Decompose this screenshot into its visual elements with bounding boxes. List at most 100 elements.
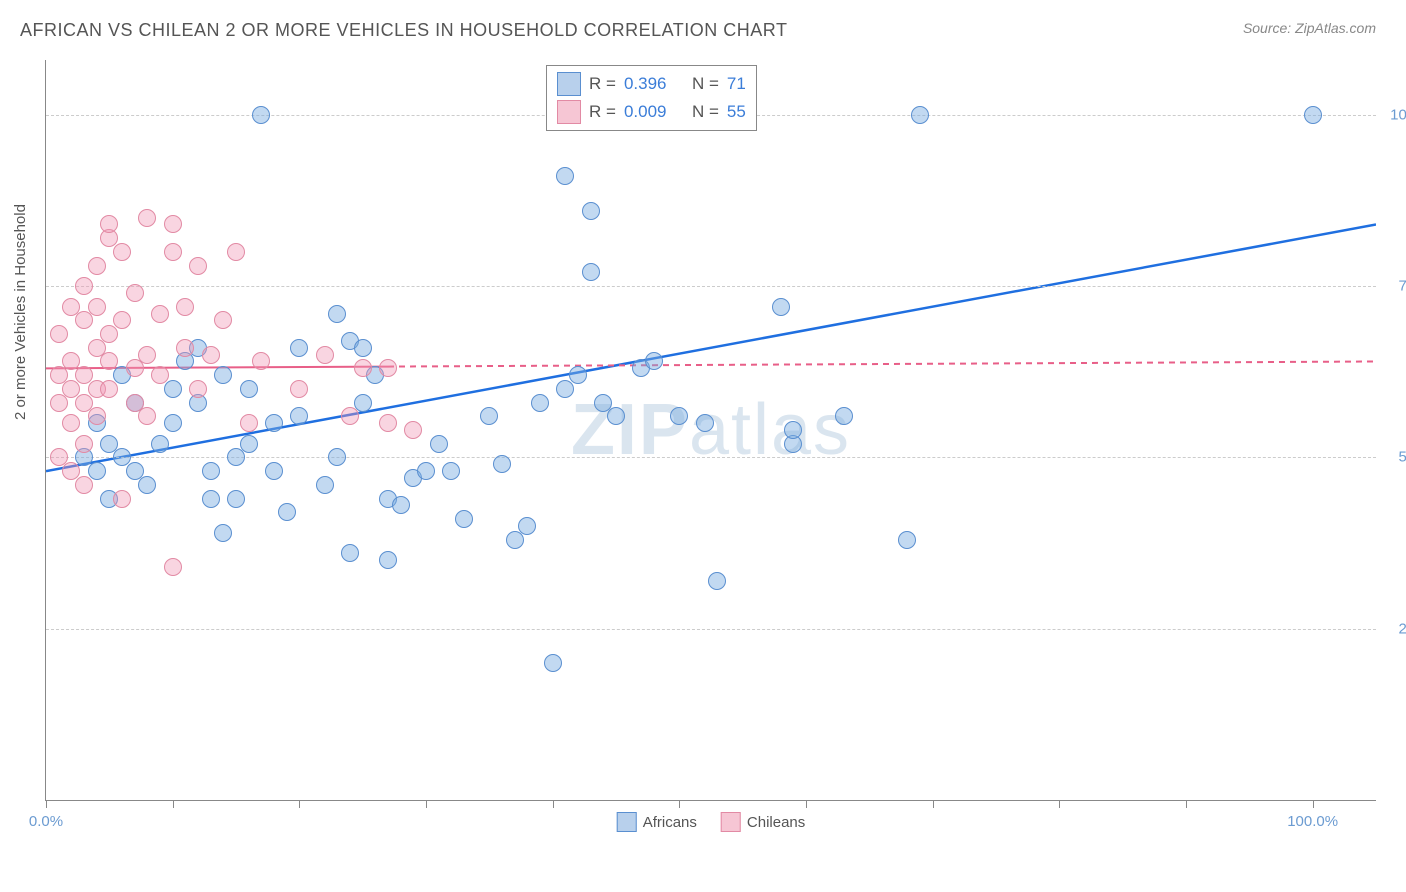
scatter-point [252,106,270,124]
scatter-point [151,366,169,384]
scatter-point [898,531,916,549]
scatter-point [88,407,106,425]
chart-plot-area: ZIPatlas R =0.396N =71R =0.009N =55 Afri… [45,60,1376,801]
legend-correlation: R = 0.396 N = 71 R =0.009N =55 [546,65,757,131]
scatter-point [214,524,232,542]
scatter-point [341,407,359,425]
scatter-point [240,380,258,398]
scatter-point [113,311,131,329]
scatter-point [582,263,600,281]
scatter-point [100,325,118,343]
y-tick-label: 75.0% [1386,278,1406,295]
scatter-point [556,380,574,398]
scatter-point [75,476,93,494]
scatter-point [480,407,498,425]
scatter-point [113,448,131,466]
scatter-point [278,503,296,521]
scatter-point [708,572,726,590]
x-tick [299,800,300,808]
scatter-point [442,462,460,480]
scatter-point [354,339,372,357]
scatter-point [417,462,435,480]
x-tick [1059,800,1060,808]
x-tick [426,800,427,808]
legend-label: Chileans [747,814,805,831]
gridline [46,286,1376,287]
scatter-point [265,462,283,480]
scatter-point [75,435,93,453]
legend-item: Chileans [721,812,805,832]
scatter-point [265,414,283,432]
x-tick [933,800,934,808]
scatter-point [214,366,232,384]
scatter-point [126,284,144,302]
scatter-point [531,394,549,412]
scatter-point [100,435,118,453]
scatter-point [138,407,156,425]
scatter-point [202,346,220,364]
scatter-point [379,551,397,569]
x-tick [679,800,680,808]
scatter-point [430,435,448,453]
scatter-point [696,414,714,432]
scatter-point [354,394,372,412]
scatter-point [88,257,106,275]
watermark: ZIPatlas [571,389,851,471]
scatter-point [62,414,80,432]
scatter-point [518,517,536,535]
x-tick [46,800,47,808]
scatter-point [164,215,182,233]
scatter-point [556,167,574,185]
scatter-point [189,257,207,275]
scatter-point [582,202,600,220]
scatter-point [50,394,68,412]
scatter-point [240,414,258,432]
scatter-point [50,325,68,343]
scatter-point [75,311,93,329]
r-label: R = [589,74,616,94]
scatter-point [670,407,688,425]
scatter-point [379,414,397,432]
y-tick-label: 100.0% [1386,106,1406,123]
legend-swatch [557,100,581,124]
scatter-point [772,298,790,316]
scatter-point [164,243,182,261]
y-tick-label: 25.0% [1386,620,1406,637]
x-tick [173,800,174,808]
chart-title: AFRICAN VS CHILEAN 2 OR MORE VEHICLES IN… [20,20,787,41]
scatter-point [607,407,625,425]
scatter-point [506,531,524,549]
scatter-point [379,359,397,377]
scatter-point [227,448,245,466]
legend-row: R =0.009N =55 [557,98,746,126]
scatter-point [316,476,334,494]
scatter-point [100,215,118,233]
scatter-point [202,490,220,508]
scatter-point [784,421,802,439]
x-tick [806,800,807,808]
n-value: 71 [727,74,746,94]
n-label: N = [692,74,719,94]
gridline [46,629,1376,630]
scatter-point [138,476,156,494]
legend-swatch [557,72,581,96]
scatter-point [214,311,232,329]
scatter-point [290,407,308,425]
legend-swatch [721,812,741,832]
scatter-point [176,298,194,316]
scatter-point [227,490,245,508]
scatter-point [176,339,194,357]
legend-swatch [617,812,637,832]
scatter-point [404,421,422,439]
scatter-point [544,654,562,672]
scatter-point [392,496,410,514]
scatter-point [252,352,270,370]
r-value: 0.396 [624,74,684,94]
scatter-point [354,359,372,377]
x-tick [1313,800,1314,808]
scatter-point [100,352,118,370]
n-label: N = [692,102,719,122]
scatter-point [113,490,131,508]
scatter-point [138,209,156,227]
x-tick-label: 0.0% [29,813,63,830]
